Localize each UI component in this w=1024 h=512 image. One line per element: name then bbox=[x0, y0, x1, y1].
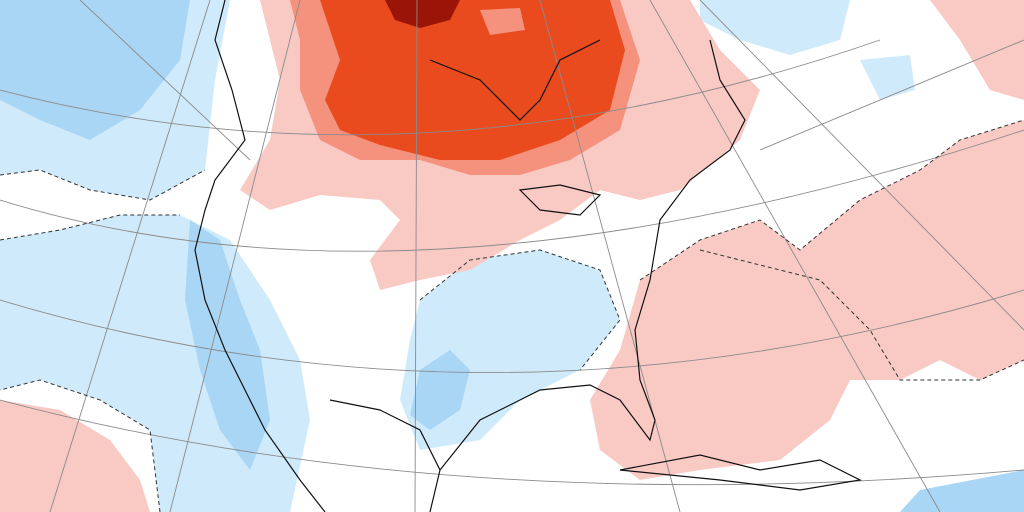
cool-core bbox=[900, 470, 1024, 512]
contour bbox=[0, 169, 206, 201]
coastline bbox=[194, 0, 862, 512]
warm-region bbox=[590, 120, 1024, 480]
meridian bbox=[414, 0, 418, 512]
warm-strong bbox=[480, 8, 525, 35]
cool-core bbox=[410, 350, 470, 430]
cool-region bbox=[700, 0, 850, 55]
contour bbox=[0, 379, 161, 512]
great-lakes bbox=[518, 184, 602, 216]
meridian bbox=[79, 0, 251, 161]
warm-peak bbox=[385, 0, 460, 28]
west-coast bbox=[194, 0, 326, 512]
parallel bbox=[0, 129, 1024, 252]
parallel bbox=[0, 289, 1024, 374]
cool-region bbox=[860, 55, 915, 100]
meridian bbox=[49, 0, 211, 512]
contours bbox=[0, 119, 1024, 512]
meridian bbox=[539, 0, 681, 512]
warm-region bbox=[930, 0, 1024, 100]
warm-core bbox=[320, 0, 625, 160]
meridian bbox=[759, 39, 1024, 151]
contour bbox=[639, 119, 1024, 281]
contour bbox=[419, 249, 621, 371]
cuba bbox=[619, 454, 862, 491]
warm-region bbox=[0, 400, 150, 512]
contour bbox=[0, 214, 180, 241]
parallel bbox=[0, 39, 881, 136]
meridian bbox=[649, 0, 941, 512]
hudson-bay bbox=[429, 39, 601, 121]
cool-core bbox=[185, 220, 270, 470]
parallel bbox=[0, 399, 1024, 486]
east-coast bbox=[439, 39, 746, 471]
meridian bbox=[699, 0, 1024, 331]
gulf-border bbox=[329, 399, 441, 512]
meridian bbox=[169, 0, 301, 512]
cool-core bbox=[0, 0, 190, 140]
